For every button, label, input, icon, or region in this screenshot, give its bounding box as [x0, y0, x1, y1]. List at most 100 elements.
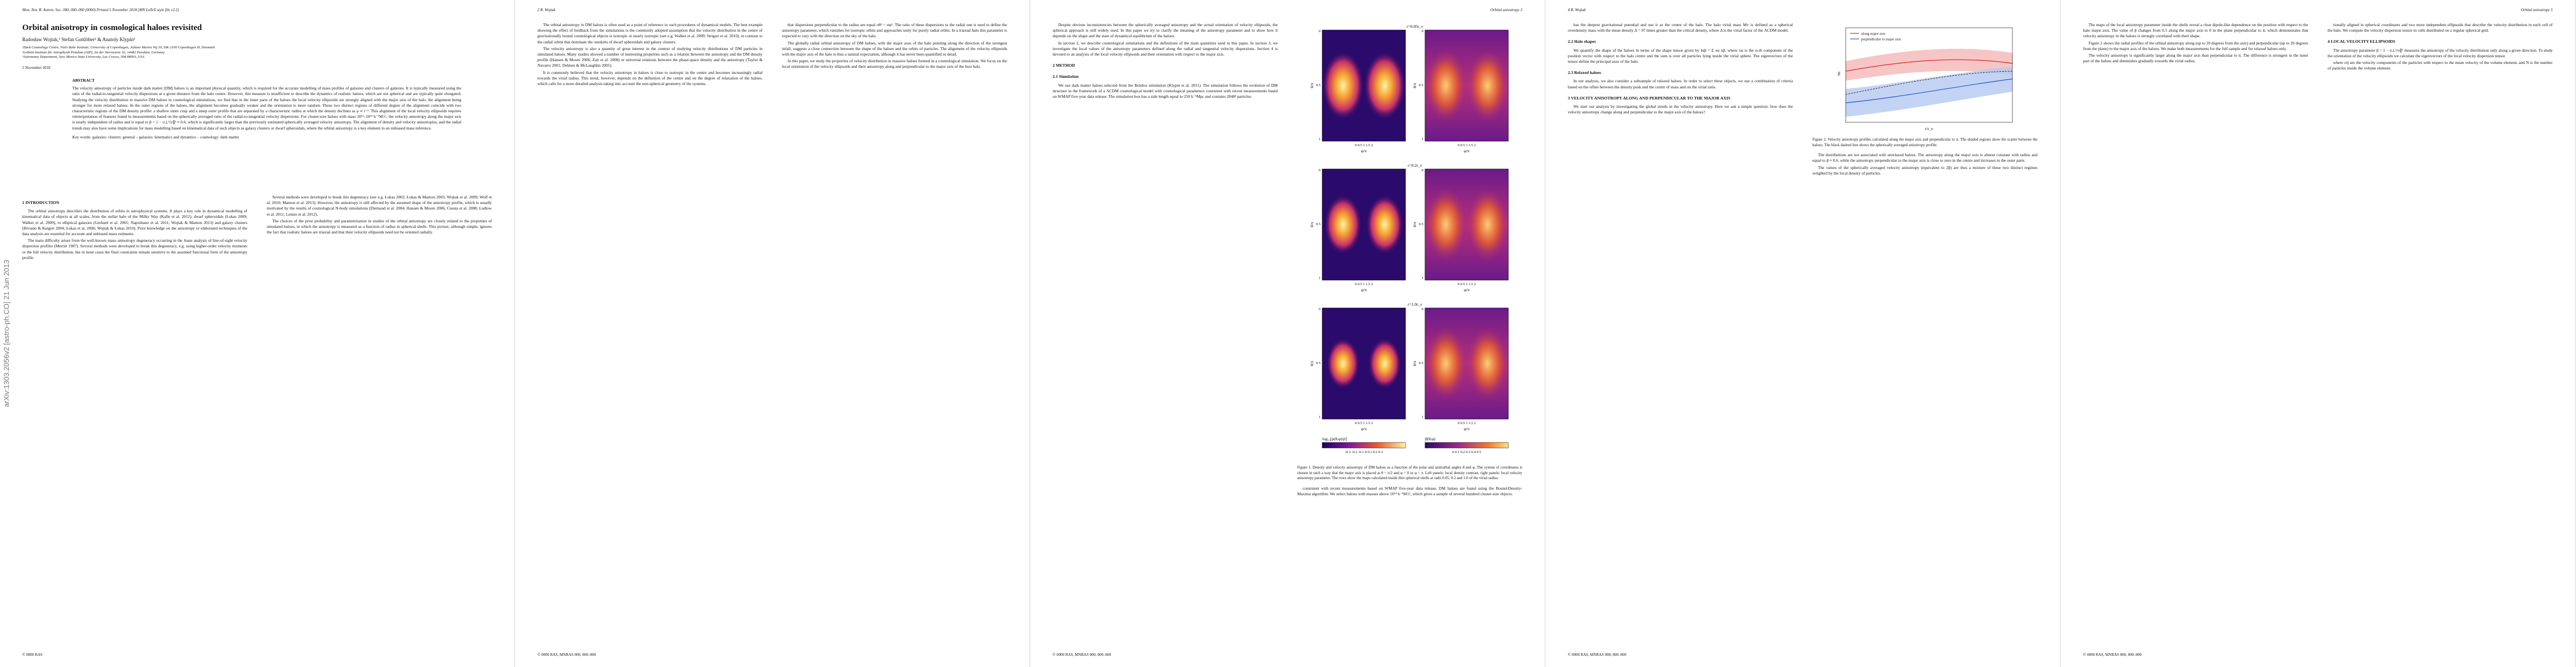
paragraph: consistent with recent measurements base…	[1297, 485, 1522, 496]
footer: © 0000 RAS, MNRAS 000, 000–000	[1053, 653, 1112, 657]
scatter-band	[1846, 48, 2012, 81]
anisotropy-blob	[1465, 325, 1510, 402]
running-header: 4 R. Wojtak	[1568, 8, 2037, 12]
density-blob	[1324, 195, 1362, 255]
paragraph: The distributions are not associated wit…	[1812, 152, 2037, 163]
authors: Radosław Wojtak,¹ Stefan Gottlöber² & An…	[22, 37, 135, 42]
paragraph: Despite obvious inconsistencies between …	[1053, 22, 1278, 39]
panel-frame	[1322, 29, 1406, 142]
paragraph: We start our analysis by investigating t…	[1568, 104, 1793, 115]
text-column: Despite obvious inconsistencies between …	[1053, 22, 1278, 101]
panel-title: r=1.0r_v	[1408, 302, 1422, 307]
paragraph: where σij are the velocity components of…	[2328, 60, 2553, 71]
running-header: Mon. Not. R. Astron. Soc. 000, 000–000 (…	[22, 8, 492, 12]
paragraph: Figure 2 shows the radial profiles of th…	[2083, 40, 2308, 51]
y-tick-label: 0.5	[1419, 361, 1423, 365]
plot-frame	[1845, 27, 2013, 123]
colorbar-ticks: 0 0.1 0.2 0.3 0.4 0.5	[1452, 450, 1481, 454]
running-header: 2 R. Wojtak	[537, 8, 1007, 12]
footer: © 0000 RAS, MNRAS 000, 000–000	[2083, 653, 2142, 657]
affiliation: ¹Dark Cosmology Centre, Niels Bohr Insti…	[22, 46, 215, 49]
figure-caption: Figure 2. Velocity anisotropy profiles c…	[1812, 137, 2037, 147]
x-tick-labels: 0 0.5 1 1.5 2	[1458, 421, 1476, 425]
text-column: along major axis perpendicular to major a…	[1812, 22, 2037, 177]
anisotropy-blob	[1423, 47, 1468, 125]
abstract-heading: ABSTRACT	[72, 78, 95, 83]
figure-caption: Figure 1. Density and velocity anisotrop…	[1297, 465, 1522, 481]
section-heading: 2.2 Halo shapes	[1568, 39, 1596, 44]
text-column: Several methods were developed to break …	[267, 195, 492, 236]
x-axis-label: φ/π	[1464, 287, 1469, 292]
text-column: The maps of the local anisotropy paramet…	[2083, 22, 2308, 65]
y-tick-label: 0	[1319, 168, 1321, 172]
y-axis-label: θ/π	[1412, 222, 1417, 227]
y-tick-label: 1	[1422, 415, 1423, 419]
footer: © 0000 RAS, MNRAS 000, 000–000	[1568, 653, 1627, 657]
panel-frame	[1322, 168, 1406, 281]
anisotropy-blob	[1423, 186, 1468, 263]
density-blob	[1368, 338, 1402, 389]
y-tick-label: 1	[1319, 415, 1321, 419]
paragraph: The maps of the local anisotropy paramet…	[2083, 22, 2308, 39]
x-tick-labels: 0 0.5 1 1.5 2	[1355, 421, 1373, 425]
colorbar-ticks: -0.3 -0.2 -0.1 0 0.1 0.2 0.3	[1345, 450, 1383, 454]
y-axis-label: θ/π	[1309, 361, 1314, 366]
paragraph: The anisotropy parameter β = 1 − σ⊥²/σ∥²…	[2328, 47, 2553, 58]
page: Orbital anisotropy 3 Despite obvious inco…	[1030, 0, 1544, 667]
page: Mon. Not. R. Astron. Soc. 000, 000–000 (…	[0, 0, 514, 667]
panel-title: r=0.05r_v	[1407, 24, 1423, 29]
section-heading: 3 VELOCITY ANISOTROPY ALONG AND PERPENDI…	[1568, 95, 1731, 101]
profile-line	[1845, 78, 2013, 103]
figure: 0 0.5 1 1.5 2 φ/π 0 0.5 1 θ/π 0 0.5 1 1.5 2 φ/π…	[1297, 22, 1522, 481]
paragraph: In this paper, we study the properties o…	[782, 58, 1007, 69]
keywords: Key words: galaxies: clusters: general –…	[72, 134, 240, 140]
header-right: Orbital anisotropy 3	[1490, 8, 1522, 12]
y-tick-label: 0.5	[1419, 222, 1423, 226]
panel-frame	[1424, 29, 1509, 142]
paragraph: The main difficulty arises from the well…	[22, 238, 247, 260]
anisotropy-blob	[1423, 325, 1468, 402]
x-tick-labels: 0 0.5 1 1.5 2	[1355, 282, 1373, 286]
section-heading: 2 METHOD	[1053, 63, 1075, 68]
text-column: has the deepest gravitational potential …	[1568, 22, 1793, 116]
paragraph: In our analysis, we also consider a subs…	[1568, 78, 1793, 89]
text-column: tionally aligned in spherical coordinate…	[2328, 22, 2553, 72]
x-axis-label: φ/π	[1464, 426, 1469, 431]
text-column: The orbital anisotropy in DM haloes is o…	[537, 22, 763, 88]
figure-graphic: 0 0.5 1 1.5 2φ/π00.51θ/π0 0.5 1 1.5 2φ/π…	[1309, 24, 1510, 454]
y-tick-label: 1	[1422, 137, 1423, 141]
legend-label: perpendicular to major axis	[1861, 38, 1901, 42]
section-heading: 1 INTRODUCTION	[22, 200, 59, 205]
abstract-text: The velocity anisotropy of particles ins…	[72, 86, 461, 131]
paragraph: tionally aligned in spherical coordinate…	[2328, 22, 2553, 33]
figure-2: along major axis perpendicular to major a…	[1838, 27, 2013, 131]
colorbar-label: β(θ,φ)	[1425, 436, 1436, 441]
figure: along major axis perpendicular to major a…	[1812, 22, 2037, 148]
date: 5 November 2018	[22, 66, 51, 70]
paragraph: The choices of the prior probability and…	[267, 218, 492, 235]
x-tick-labels: 0 0.5 1 1.5 2	[1355, 143, 1373, 147]
y-axis-label: θ/π	[1309, 83, 1314, 88]
section-heading: 2.1 Simulation	[1053, 74, 1079, 79]
paragraph: The velocity anisotropy is also a quanti…	[537, 46, 763, 68]
paragraph: that dispersions perpendicular to the ra…	[782, 22, 1007, 39]
anisotropy-blob	[1465, 186, 1510, 263]
y-tick-label: 0	[1422, 168, 1423, 172]
paragraph: The velocity anisotropy is significantly…	[2083, 53, 2308, 64]
y-tick-label: 0.5	[1316, 222, 1321, 226]
figure-graphic: along major axis perpendicular to major a…	[1838, 27, 2013, 131]
paragraph: In section 2, we describe cosmological s…	[1053, 40, 1278, 57]
section-heading: 2.3 Relaxed haloes	[1568, 70, 1601, 76]
paragraph: The orbital anisotropy in DM haloes is o…	[537, 22, 763, 44]
header-left: 2 R. Wojtak	[537, 8, 556, 12]
header-right: Orbital anisotropy 5	[2520, 8, 2553, 12]
paragraph: The values of the spherically averaged v…	[1812, 165, 2037, 176]
paragraph: Several methods were developed to break …	[267, 195, 492, 217]
anisotropy-blob	[1465, 47, 1510, 125]
y-axis-label: θ/π	[1309, 222, 1314, 227]
colorbar	[1322, 442, 1406, 449]
y-tick-label: 0	[1422, 29, 1423, 33]
section-heading: 4 LOCAL VELOCITY ELLIPSOIDS	[2328, 39, 2395, 44]
affiliation: ²Leibniz-Institute für Astrophysik Potsd…	[22, 50, 165, 54]
density-blob	[1366, 195, 1404, 255]
